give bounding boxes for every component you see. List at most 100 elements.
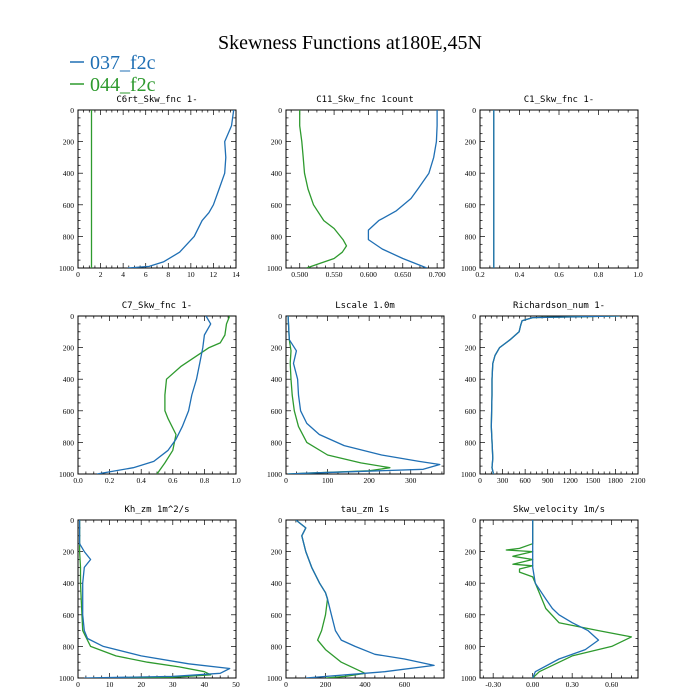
panel-title: Lscale 1.0m bbox=[335, 301, 395, 311]
y-tick-label: 400 bbox=[63, 375, 75, 384]
panel-title: C11_Skw_fnc 1count bbox=[316, 95, 414, 105]
series-line-037_f2c bbox=[96, 316, 212, 474]
y-tick-label: 1000 bbox=[59, 264, 74, 273]
x-tick-label: 200 bbox=[364, 476, 376, 485]
panel-title: Kh_zm 1m^2/s bbox=[124, 505, 189, 515]
x-tick-label: 0 bbox=[478, 476, 482, 485]
y-tick-label: 600 bbox=[271, 407, 283, 416]
y-tick-label: 200 bbox=[271, 548, 283, 557]
y-tick-label: 400 bbox=[465, 579, 477, 588]
y-tick-label: 400 bbox=[271, 169, 283, 178]
series-line-037_f2c bbox=[78, 520, 231, 678]
x-tick-label: 0.0 bbox=[73, 476, 83, 485]
x-tick-label: 6 bbox=[144, 270, 148, 279]
x-tick-label: 0.500 bbox=[291, 270, 308, 279]
y-tick-label: 400 bbox=[465, 375, 477, 384]
y-tick-label: 0 bbox=[278, 312, 282, 321]
series-line-044_f2c bbox=[299, 110, 348, 268]
legend-label-037: 037_f2c bbox=[90, 52, 156, 74]
x-tick-label: 40 bbox=[201, 680, 209, 689]
x-tick-label: 200 bbox=[320, 680, 332, 689]
y-tick-label: 0 bbox=[278, 106, 282, 115]
y-tick-label: 200 bbox=[465, 344, 477, 353]
x-tick-label: 0.6 bbox=[554, 270, 564, 279]
series-line-037_f2c bbox=[490, 316, 620, 474]
series-line-044_f2c bbox=[505, 520, 633, 678]
x-tick-label: 14 bbox=[232, 270, 240, 279]
x-tick-label: 1200 bbox=[563, 476, 578, 485]
panel-3: C7_Skw_fnc 1- 0.0 0.2 0.4 0.6 0.8 1.0 0 200 400 60… bbox=[59, 301, 241, 485]
panel-1: C11_Skw_fnc 1count 0.500 0.550 0.600 0.650 0.… bbox=[267, 95, 446, 279]
x-tick-label: 0.60 bbox=[605, 680, 618, 689]
y-tick-label: 600 bbox=[465, 611, 477, 620]
panel-0: C6rt_Skw_fnc 1- 0 2 4 6 8 10 12 14 0 200 400 600 800 1… bbox=[59, 95, 240, 279]
plot-frame bbox=[77, 315, 237, 475]
x-tick-label: 0.8 bbox=[200, 476, 210, 485]
y-tick-label: 200 bbox=[63, 138, 75, 147]
series-line-044_f2c bbox=[287, 316, 391, 474]
panels: C6rt_Skw_fnc 1-0 2 4 6 8 10 12 1402004006008001… bbox=[59, 95, 646, 689]
series-line-037_f2c bbox=[532, 520, 600, 678]
x-tick-label: 0.4 bbox=[137, 476, 147, 485]
y-tick-label: 600 bbox=[63, 201, 75, 210]
x-tick-label: 0.650 bbox=[394, 270, 411, 279]
panel-7: tau_zm 1s 0 200 400 600 0 200 400 600 800 1000 bbox=[267, 505, 445, 689]
series-line-044_f2c bbox=[295, 520, 366, 678]
y-tick-label: 1000 bbox=[59, 674, 74, 683]
y-tick-label: 600 bbox=[465, 201, 477, 210]
y-tick-label: 400 bbox=[271, 375, 283, 384]
x-tick-label: 0.2 bbox=[105, 476, 115, 485]
y-tick-label: 0 bbox=[70, 516, 74, 525]
plot-frame bbox=[285, 519, 445, 679]
panel-6: Kh_zm 1m^2/s 0 10 20 30 40 50 0 200 400 600 800 1000 bbox=[59, 505, 240, 689]
y-tick-label: 200 bbox=[63, 344, 75, 353]
x-tick-label: 10 bbox=[187, 270, 195, 279]
x-tick-label: 1.0 bbox=[633, 270, 643, 279]
y-tick-label: 800 bbox=[271, 232, 283, 241]
y-tick-label: 800 bbox=[465, 642, 477, 651]
y-tick-label: 0 bbox=[278, 516, 282, 525]
y-tick-label: 800 bbox=[271, 642, 283, 651]
x-tick-label: 0.8 bbox=[594, 270, 604, 279]
y-tick-label: 400 bbox=[63, 169, 75, 178]
x-tick-label: 0.700 bbox=[429, 270, 446, 279]
y-tick-label: 200 bbox=[63, 548, 75, 557]
plot-frame bbox=[77, 109, 237, 269]
x-tick-label: 1.0 bbox=[231, 476, 241, 485]
x-tick-label: -0.30 bbox=[485, 680, 501, 689]
x-tick-label: 8 bbox=[166, 270, 170, 279]
y-tick-label: 0 bbox=[472, 516, 476, 525]
series-line-037_f2c bbox=[287, 316, 441, 474]
y-tick-label: 200 bbox=[465, 548, 477, 557]
y-tick-label: 200 bbox=[465, 138, 477, 147]
panel-4: Lscale 1.0m 0 100 200 300 0 200 400 600 800 1000 bbox=[267, 301, 445, 485]
x-tick-label: 2100 bbox=[631, 476, 646, 485]
y-tick-label: 600 bbox=[271, 201, 283, 210]
x-tick-label: 4 bbox=[121, 270, 125, 279]
y-tick-label: 600 bbox=[271, 611, 283, 620]
panel-5: Richardson_num 1- 0 300 600 900 1200 1500 1800 2… bbox=[461, 301, 646, 485]
y-tick-label: 400 bbox=[271, 579, 283, 588]
x-tick-label: 0.600 bbox=[360, 270, 377, 279]
panel-title: Richardson_num 1- bbox=[513, 301, 605, 311]
series-line-044_f2c bbox=[156, 316, 231, 474]
plot-frame bbox=[285, 109, 445, 269]
y-tick-label: 1000 bbox=[461, 264, 476, 273]
x-tick-label: 0.00 bbox=[526, 680, 539, 689]
y-tick-label: 0 bbox=[472, 312, 476, 321]
x-tick-label: 0.6 bbox=[168, 476, 178, 485]
x-tick-label: 900 bbox=[542, 476, 554, 485]
x-tick-label: 1500 bbox=[585, 476, 600, 485]
x-tick-label: 0 bbox=[76, 680, 80, 689]
panel-title: C6rt_Skw_fnc 1- bbox=[116, 95, 197, 105]
x-tick-label: 600 bbox=[520, 476, 532, 485]
panel-8: Skw_velocity 1m/s -0.30 0.00 0.30 0.60 0 200 40… bbox=[461, 505, 639, 689]
y-tick-label: 0 bbox=[472, 106, 476, 115]
x-tick-label: 0 bbox=[76, 270, 80, 279]
series-line-044_f2c bbox=[78, 520, 212, 678]
y-tick-label: 600 bbox=[63, 611, 75, 620]
panel-title: tau_zm 1s bbox=[341, 505, 390, 515]
plot-frame bbox=[77, 519, 237, 679]
legend: 037_f2c 044_f2c bbox=[70, 52, 156, 96]
